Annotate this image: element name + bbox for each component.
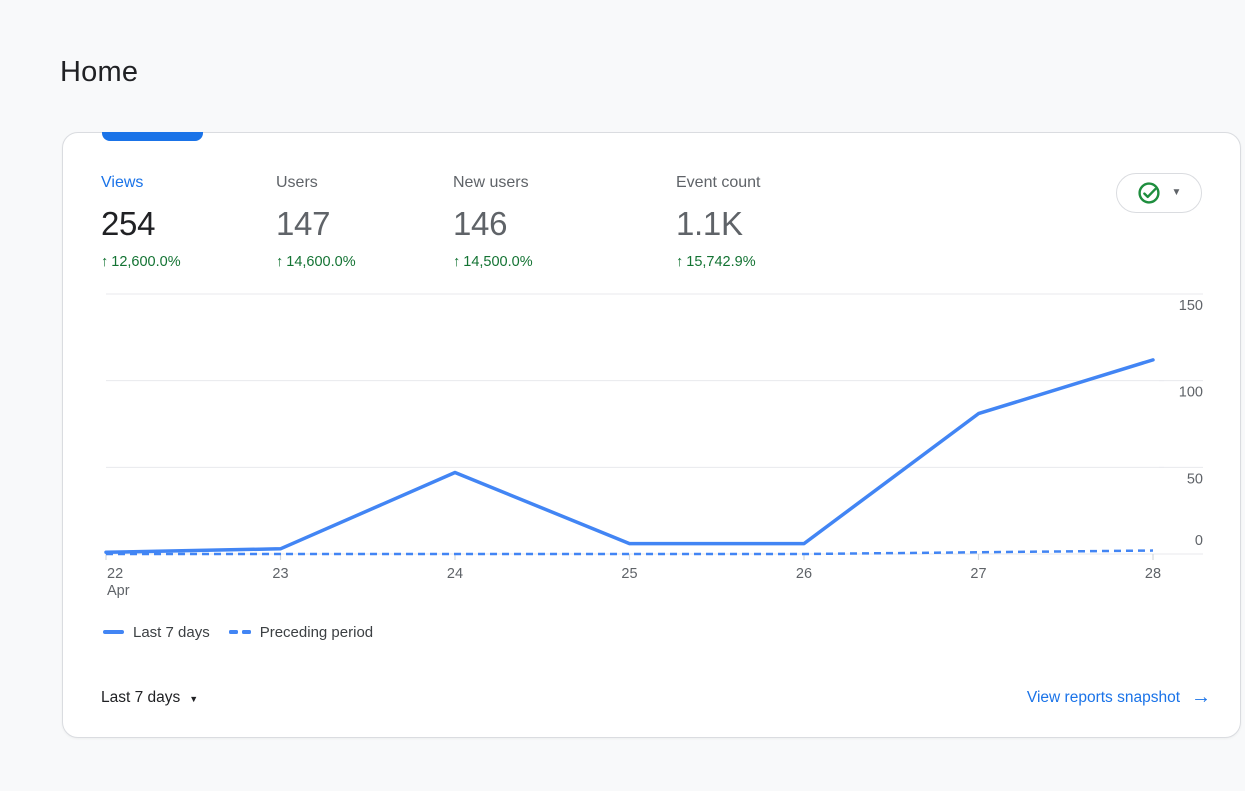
series-line-dashed <box>106 549 1154 556</box>
delta-value: 15,742.9% <box>686 254 756 270</box>
legend-label: Preceding period <box>259 623 374 641</box>
check-circle-icon <box>1137 182 1160 204</box>
arrow-right-icon: → <box>1191 686 1211 708</box>
link-label: View reports snapshot <box>1026 689 1180 706</box>
series-line-solid <box>104 358 1155 555</box>
metric-new-users[interactable]: New users 146 ↑ 14,500.0% <box>453 173 676 270</box>
legend-item-last-7-days: Last 7 days <box>103 624 210 641</box>
up-arrow-icon: ↑ <box>676 254 684 270</box>
metric-event-count[interactable]: Event count 1.1K ↑ 15,742.9% <box>676 173 761 270</box>
metric-delta: ↑ 14,600.0% <box>276 254 453 270</box>
solid-line-swatch-icon <box>103 630 124 634</box>
legend-label: Last 7 days <box>133 623 210 641</box>
legend-item-preceding-period: Preceding period <box>228 623 374 641</box>
metric-label: New users <box>453 174 529 191</box>
date-range-label: Last 7 days <box>101 689 181 706</box>
page-title: Home <box>60 56 139 88</box>
metric-value: 1.1K <box>676 205 743 242</box>
x-axis-label: 25 <box>621 566 637 582</box>
line-chart: 150 100 50 0 22 23 24 25 26 27 28 Apr <box>63 281 1242 621</box>
x-axis-label: 23 <box>272 566 288 582</box>
metric-label: Event count <box>676 174 761 191</box>
date-range-selector[interactable]: Last 7 days ▼ <box>101 689 198 707</box>
chart-legend: Last 7 days Preceding period <box>103 621 392 643</box>
delta-value: 12,600.0% <box>111 254 181 270</box>
metric-users[interactable]: Users 147 ↑ 14,600.0% <box>276 173 453 270</box>
card-footer: Last 7 days ▼ View reports snapshot → <box>101 687 1211 709</box>
y-axis-label: 100 <box>1179 385 1203 401</box>
metric-delta: ↑ 15,742.9% <box>676 254 761 270</box>
chevron-down-icon: ▼ <box>1171 187 1182 198</box>
active-metric-tab-indicator <box>102 132 203 141</box>
y-axis-label: 150 <box>1179 298 1203 314</box>
delta-value: 14,500.0% <box>463 254 533 270</box>
metric-delta: ↑ 12,600.0% <box>101 254 276 270</box>
up-arrow-icon: ↑ <box>453 254 461 270</box>
up-arrow-icon: ↑ <box>276 254 284 270</box>
metric-value: 147 <box>276 205 331 242</box>
chart-canvas: 150 100 50 0 22 23 24 25 26 27 28 Apr <box>104 293 1203 599</box>
dashed-line-swatch-icon <box>228 630 251 634</box>
metrics-row: Views 254 ↑ 12,600.0% Users 147 ↑ 14,600.0… <box>101 173 1100 270</box>
y-axis-label: 50 <box>1187 471 1203 487</box>
delta-value: 14,600.0% <box>286 254 356 270</box>
metric-label: Views <box>101 174 144 191</box>
metric-value: 146 <box>453 205 508 242</box>
data-quality-button[interactable]: ▼ <box>1116 173 1202 213</box>
metric-delta: ↑ 14,500.0% <box>453 254 676 270</box>
up-arrow-icon: ↑ <box>101 254 109 270</box>
home-summary-card: Views 254 ↑ 12,600.0% Users 147 ↑ 14,600.0… <box>62 132 1241 738</box>
x-axis-label: 24 <box>447 566 463 582</box>
x-axis-label: 28 <box>1145 566 1161 582</box>
metric-views[interactable]: Views 254 ↑ 12,600.0% <box>101 173 276 270</box>
x-axis-month-label: Apr <box>107 583 130 599</box>
x-axis-label: 27 <box>970 566 986 582</box>
view-reports-snapshot-link[interactable]: View reports snapshot → <box>1027 687 1211 709</box>
chevron-down-icon: ▼ <box>189 693 199 704</box>
x-axis-label: 22 <box>107 566 123 582</box>
x-axis-label: 26 <box>796 566 812 582</box>
metric-value: 254 <box>101 205 156 242</box>
y-axis-label: 0 <box>1195 533 1203 549</box>
metric-label: Users <box>276 174 318 191</box>
